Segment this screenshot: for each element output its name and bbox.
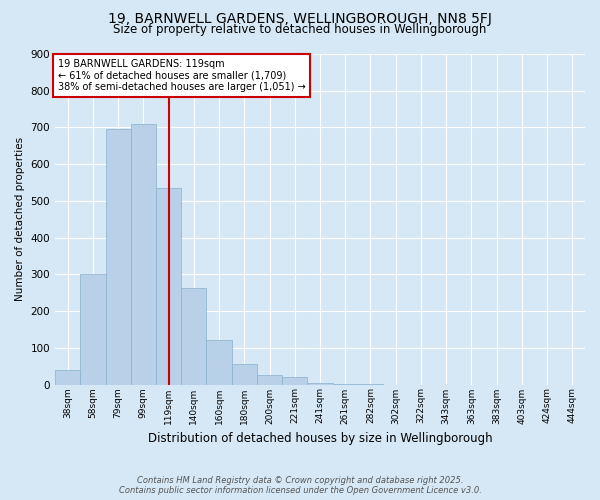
Bar (80, 274, 106, 384)
X-axis label: Distribution of detached houses by size in Wellingborough: Distribution of detached houses by size … (148, 432, 493, 445)
Text: 19 BARNWELL GARDENS: 119sqm
← 61% of detached houses are smaller (1,709)
38% of : 19 BARNWELL GARDENS: 119sqm ← 61% of det… (58, 59, 305, 92)
Bar (131, 124, 156, 384)
Bar (307, 382, 332, 384)
Text: Contains HM Land Registry data © Crown copyright and database right 2025.
Contai: Contains HM Land Registry data © Crown c… (119, 476, 481, 495)
Bar (156, 188, 181, 384)
Bar (181, 288, 206, 384)
Bar (257, 376, 282, 384)
Text: 19, BARNWELL GARDENS, WELLINGBOROUGH, NN8 5FJ: 19, BARNWELL GARDENS, WELLINGBOROUGH, NN… (108, 12, 492, 26)
Y-axis label: Number of detached properties: Number of detached properties (15, 137, 25, 302)
Text: Size of property relative to detached houses in Wellingborough: Size of property relative to detached ho… (113, 22, 487, 36)
Bar (232, 364, 257, 384)
Bar (282, 377, 307, 384)
Bar (55, 370, 80, 384)
Bar (106, 130, 131, 384)
Bar (206, 340, 232, 384)
